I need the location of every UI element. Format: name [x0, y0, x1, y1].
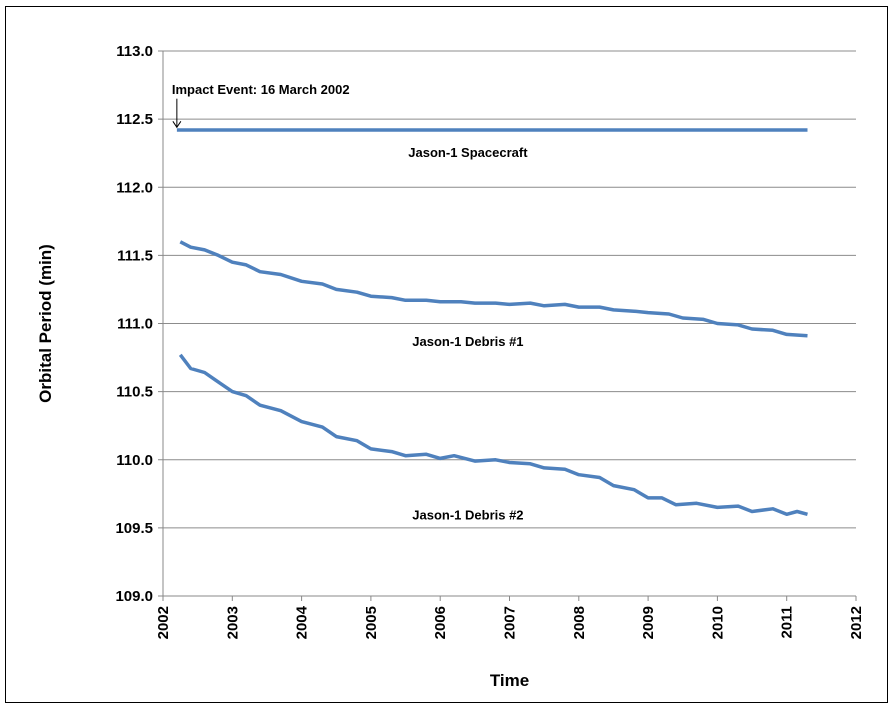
x-tick-label: 2006 [432, 606, 449, 639]
series-label: Jason-1 Spacecraft [408, 145, 528, 160]
y-tick-label: 109.5 [115, 520, 153, 537]
series-line [178, 353, 808, 517]
y-tick-label: 109.0 [115, 588, 153, 605]
x-tick-label: 2004 [294, 605, 311, 639]
x-tick-label: 2007 [502, 606, 519, 639]
x-tick-label: 2010 [709, 606, 726, 639]
series-label: Jason-1 Debris #2 [412, 507, 523, 522]
y-tick-labels: 109.0 109.5 110.0 110.5 111.0 111.5 112.0 112.5… [115, 43, 153, 605]
y-tick-label: 112.0 [116, 179, 153, 196]
y-tick-label: 113.0 [116, 43, 153, 60]
impact-annotation: Impact Event: 16 March 2002 [172, 82, 350, 129]
series-labels: Jason-1 Spacecraft Jason-1 Debris #1 Jason… [408, 145, 528, 522]
impact-arrow-head [172, 121, 182, 129]
y-tick-label: 112.5 [116, 111, 153, 128]
x-tick-labels: 2002 2003 2004 2005 2006 2007 2008 2009 2010 2011… [155, 605, 865, 639]
y-tick-label: 111.5 [117, 247, 153, 264]
y-tick-label: 111.0 [117, 316, 153, 333]
x-tick-label: 2009 [640, 606, 657, 639]
impact-annotation-text: Impact Event: 16 March 2002 [172, 82, 350, 97]
x-tick-label: 2012 [848, 606, 865, 639]
y-tick-label: 110.5 [116, 384, 153, 401]
axes [162, 51, 856, 597]
series-label: Jason-1 Debris #1 [412, 334, 523, 349]
x-axis-title: Time [490, 671, 529, 690]
x-tick-label: 2008 [571, 606, 588, 639]
series-lines [176, 128, 808, 517]
series-line [179, 240, 808, 338]
y-tick-label: 110.0 [116, 452, 153, 469]
chart-frame [5, 6, 888, 703]
x-tick-label: 2003 [224, 606, 241, 639]
y-axis-title: Orbital Period (min) [36, 244, 55, 403]
x-tick-label: 2002 [155, 606, 172, 639]
x-tick-label: 2011 [779, 606, 796, 639]
x-tick-label: 2005 [363, 606, 380, 639]
